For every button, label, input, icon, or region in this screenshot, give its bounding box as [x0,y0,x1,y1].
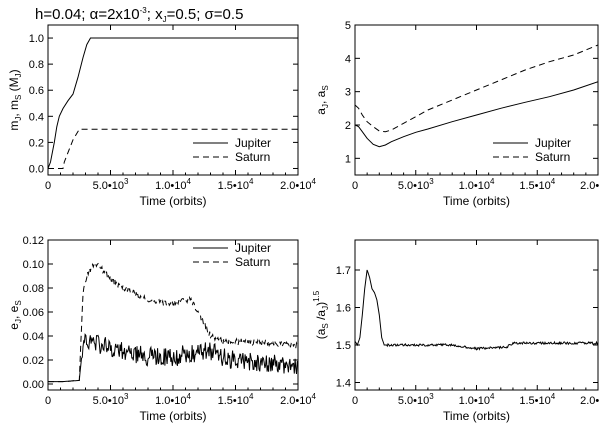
legend-label-jupiter: Jupiter [235,136,271,150]
series-line-jupiter [48,37,298,169]
y-tick-label: 4 [345,53,351,65]
series-line-jupiter [48,333,298,383]
panel-semimajor-axes: 0 5.0•103 1.0•104 1.5•104 2.0•104 1 2 3 4 5 Time (… [314,20,600,208]
x-tick-label: 2.0•104 [580,392,600,407]
y-tick-label: 3 [345,87,351,99]
series-line-saturn [48,262,298,383]
x-tick-label: 0 [45,180,51,192]
legend-label-saturn: Saturn [235,150,270,164]
x-tick-label: 1.5•104 [519,177,555,192]
series-line-jupiter [355,81,598,148]
x-axis-label: Time (orbits) [443,409,510,423]
y-tick-label: 1 [345,153,351,165]
legend-label-jupiter: Jupiter [235,241,271,255]
y-tick-label: 1.5 [336,340,351,352]
x-tick-label: 1.5•104 [519,392,555,407]
legend-label-saturn: Saturn [535,150,570,164]
y-tick-label: 0.08 [23,283,44,295]
panel-eccentricities: 0 5.0•103 1.0•104 1.5•104 2.0•104 0.00 0.02 0.0… [7,235,316,423]
y-tick-label: 1.4 [336,378,351,390]
y-tick-label: 5 [345,20,351,32]
y-tick-label: 2 [345,120,351,132]
y-tick-label: 0.2 [29,137,44,149]
y-axis-label: (aS /aJ)1.5 [312,290,330,339]
x-tick-label: 5.0•103 [93,392,129,407]
series-line-saturn [355,44,598,133]
y-tick-label: 0.8 [29,59,44,71]
x-tick-label: 5.0•103 [398,392,434,407]
y-tick-label: 0.10 [23,259,44,271]
x-tick-label: 2.0•104 [280,177,316,192]
legend-label-jupiter: Jupiter [535,136,571,150]
x-tick-label: 1.0•104 [155,392,191,407]
legend-label-saturn: Saturn [235,255,270,269]
plot-frame [354,239,599,391]
y-tick-label: 0.0 [29,163,44,175]
x-axis-label: Time (orbits) [443,194,510,208]
x-tick-label: 1.0•104 [459,177,495,192]
y-tick-label: 0.00 [23,379,44,391]
y-tick-label: 1.7 [336,265,351,277]
x-tick-label: 2.0•104 [580,177,600,192]
series-line-saturn [48,128,298,169]
series-line-ratio [355,269,598,351]
x-tick-label: 5.0•103 [398,177,434,192]
y-tick-label: 0.4 [29,111,44,123]
x-tick-label: 1.5•104 [218,177,254,192]
y-tick-label: 0.6 [29,85,44,97]
x-axis-label: Time (orbits) [140,194,207,208]
x-tick-label: 0 [45,395,51,407]
x-tick-label: 2.0•104 [280,392,316,407]
panel-period-ratio: 0 5.0•103 1.0•104 1.5•104 2.0•104 1.4 1.5 1.6 1.… [312,239,600,423]
y-tick-label: 0.06 [23,307,44,319]
y-axis-label: mJ, mS (MJ) [7,69,23,130]
y-tick-label: 1.0 [29,33,44,45]
x-tick-label: 5.0•103 [93,177,129,192]
y-tick-label: 1.6 [336,303,351,315]
figure-title: h=0.04; α=2x10-3; xJ=0.5; σ=0.5 [35,6,243,24]
x-tick-label: 1.5•104 [218,392,254,407]
y-axis-label: aJ, aS [314,85,330,114]
x-tick-label: 1.0•104 [155,177,191,192]
x-axis-label: Time (orbits) [140,409,207,423]
x-tick-label: 1.0•104 [459,392,495,407]
y-tick-label: 0.04 [23,331,44,343]
y-axis-label: eJ, eS [7,300,23,329]
panel-masses: 0 5.0•103 1.0•104 1.5•104 2.0•104 0.0 0.2 0.4 0.… [7,24,316,208]
y-tick-label: 0.02 [23,355,44,367]
x-tick-label: 0 [352,395,358,407]
y-tick-label: 0.12 [23,235,44,247]
x-tick-label: 0 [352,180,358,192]
